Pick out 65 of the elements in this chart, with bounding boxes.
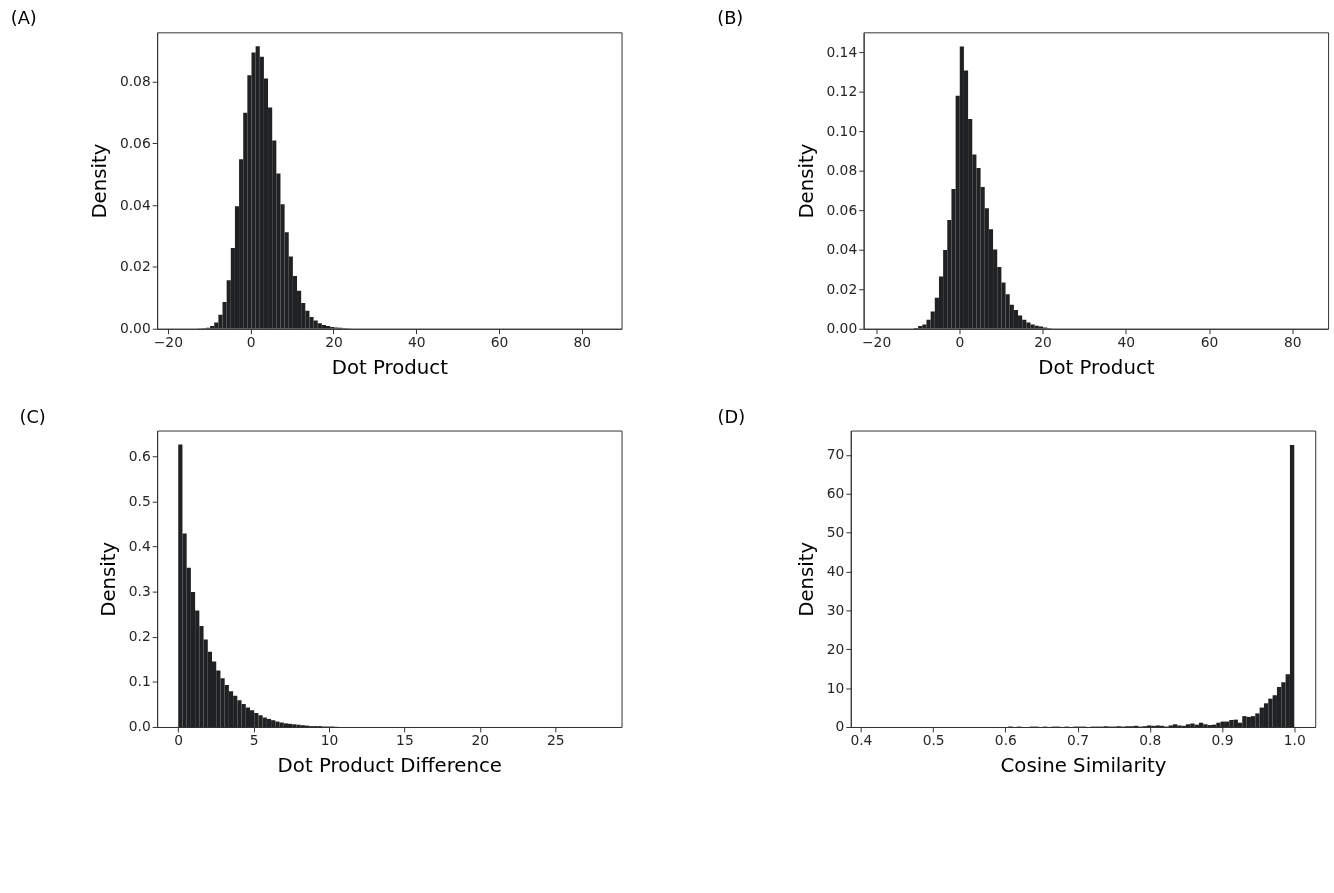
y-axis-title: Density: [794, 143, 818, 219]
x-axis-title: Dot Product Difference: [277, 753, 503, 777]
x-tick-label: 0.5: [922, 732, 945, 749]
y-tick-label: 0.2: [128, 628, 151, 645]
x-tick-label: 0.7: [1067, 732, 1090, 749]
chart-title: (D): [717, 405, 746, 427]
y-tick-label: 0.06: [826, 201, 858, 218]
chart-title: (B): [717, 7, 744, 29]
x-tick-label: 60: [490, 334, 509, 351]
y-tick-label: 0.04: [119, 196, 151, 213]
x-tick-label: 80: [573, 334, 592, 351]
y-tick-label: 0.4: [128, 537, 151, 554]
y-tick-label: 0.02: [826, 280, 858, 297]
x-tick-label: 20: [325, 334, 343, 351]
y-tick-label: 50: [826, 524, 845, 541]
y-axis-title: Density: [88, 143, 112, 219]
x-tick-label: 20: [1034, 334, 1052, 351]
x-tick-label: 25: [546, 732, 565, 749]
y-tick-label: 0.06: [119, 134, 151, 151]
x-tick-label: 0.6: [994, 732, 1017, 749]
y-tick-label: 70: [826, 446, 845, 463]
y-tick-label: 30: [826, 601, 845, 618]
x-tick-label: 0.4: [850, 732, 873, 749]
x-tick-label: 1.0: [1283, 732, 1306, 749]
y-tick-label: 0.02: [119, 258, 151, 275]
x-tick-label: 40: [407, 334, 426, 351]
y-tick-label: 0.04: [826, 241, 858, 258]
y-tick-label: 0.5: [128, 492, 151, 509]
x-tick-label: 0: [246, 334, 256, 351]
y-tick-label: 20: [826, 640, 845, 657]
x-axis-title: Cosine Similarity: [1000, 753, 1167, 777]
y-tick-label: 0.12: [826, 83, 858, 100]
x-tick-label: 5: [249, 732, 259, 749]
x-tick-label: 60: [1200, 334, 1219, 351]
chart-title: (C): [19, 405, 46, 427]
chart-title: (A): [10, 7, 37, 29]
y-tick-label: 0.0: [128, 718, 151, 735]
x-tick-label: 80: [1283, 334, 1302, 351]
x-tick-label: 0: [955, 334, 965, 351]
y-tick-label: 0.08: [826, 162, 858, 179]
x-axis-title: Dot Product: [1038, 355, 1155, 379]
y-tick-label: 0.00: [826, 320, 858, 337]
x-tick-label: 0.9: [1211, 732, 1234, 749]
y-tick-label: 0.14: [826, 43, 858, 60]
y-tick-label: 0.00: [119, 320, 151, 337]
x-tick-label: 15: [396, 732, 414, 749]
y-tick-label: 0.10: [826, 122, 858, 139]
x-tick-label: 0: [174, 732, 184, 749]
y-tick-label: 0.08: [119, 72, 151, 89]
x-tick-label: −20: [862, 334, 892, 351]
y-tick-label: 0.1: [128, 673, 151, 690]
y-tick-label: 0.3: [128, 583, 151, 600]
x-tick-label: 20: [471, 732, 490, 749]
y-tick-label: 60: [826, 485, 845, 502]
y-tick-label: 0: [835, 718, 845, 735]
x-tick-label: 40: [1117, 334, 1136, 351]
y-tick-label: 40: [826, 563, 845, 580]
y-axis-title: Density: [96, 541, 120, 617]
x-tick-label: 10: [320, 732, 339, 749]
x-axis-title: Dot Product: [331, 355, 449, 379]
y-axis-title: Density: [794, 541, 818, 617]
x-tick-label: 0.8: [1139, 732, 1162, 749]
y-tick-label: 10: [826, 679, 845, 696]
x-tick-label: −20: [153, 334, 183, 351]
y-tick-label: 0.6: [128, 447, 151, 464]
